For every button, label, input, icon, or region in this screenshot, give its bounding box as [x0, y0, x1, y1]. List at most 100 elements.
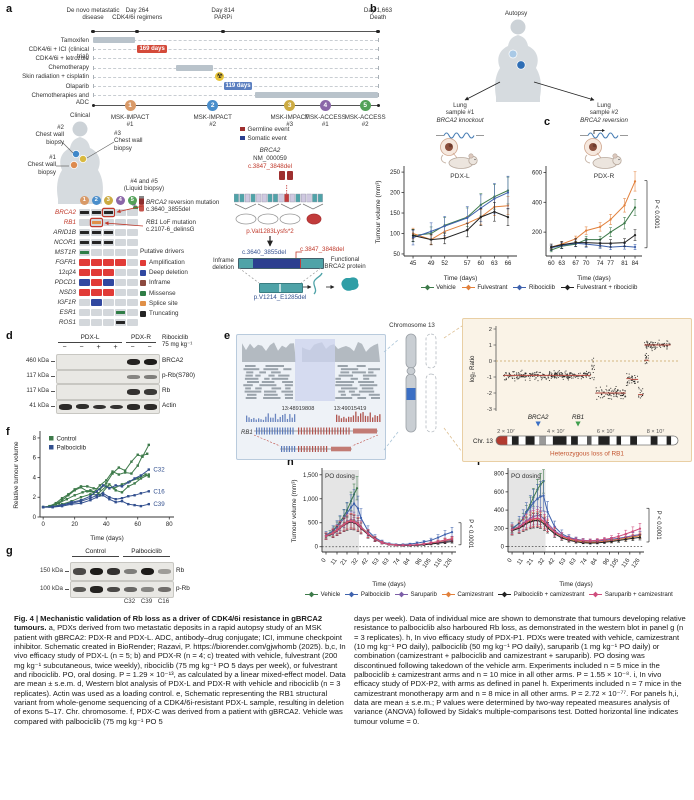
oncoprint: 1 2 3 4 5 BRCA2 RB1 ARID1B NCOR1 MST1R FGFR1 12q24 P…	[26, 196, 236, 336]
lane-dose-sign: +	[96, 344, 101, 351]
legend-item: Fulvestrant + ribociclib	[561, 284, 637, 291]
oncoprint-cell	[91, 219, 102, 226]
x-axis-label: Time (days)	[90, 535, 124, 542]
oncoprint-cell	[115, 289, 126, 296]
breakpoint-coordinate-1: 13:48919808	[282, 406, 315, 412]
caption-left-text: a, PDXs derived from two metastatic depo…	[14, 623, 346, 726]
annotation-gene: BRCA2	[146, 199, 167, 206]
kda-label: 117 kDa	[26, 372, 49, 379]
y-tick-label: 0	[501, 545, 505, 551]
oncoprint-cell	[79, 259, 90, 266]
chart-pdx-p2: PO dosing 0 200 400 600 800 0 11 21 32 42 53 63 74 84 9…	[480, 462, 662, 588]
chromosome13-label: Chromosome 13	[389, 322, 435, 329]
x-tick-label: 0	[41, 522, 45, 528]
x-tick-label: 74	[580, 557, 589, 566]
x-tick-label: 60	[548, 261, 555, 267]
timeline-milestone-dot	[91, 29, 95, 34]
blot-drug-label: Ribociclib 75 mg kg⁻¹	[162, 334, 193, 349]
oncoprint-gene-label: NCOR1	[53, 239, 76, 246]
oncoprint-cell	[115, 279, 126, 286]
x-tick-label: 63	[558, 261, 565, 267]
gel-strip	[56, 354, 160, 370]
duration-badge: 169 days	[137, 45, 168, 54]
x-tick-label: 70	[583, 261, 590, 267]
x-tick-label: 20	[71, 522, 78, 528]
series-fulvestrant-ribociclib	[411, 202, 510, 246]
brca2-annotation: BRCA2 reversion mutation c.3640_3855del	[146, 199, 219, 214]
protein-band	[124, 568, 137, 575]
y-tick-label: 6	[33, 456, 37, 462]
x-tick-label: 66	[505, 261, 512, 267]
biopsy-label-1: #1 Chest wall biopsy	[27, 154, 56, 176]
oncoprint-cell	[127, 209, 138, 216]
variant-transcript: NM_000059	[253, 155, 287, 162]
panel-label-f: f	[6, 426, 10, 438]
oncoprint-cell	[103, 309, 114, 316]
oncoprint-gene-label: IGF1R	[57, 299, 76, 306]
oncoprint-cell	[91, 259, 102, 266]
oncoprint-cell	[91, 299, 102, 306]
svg-text:6 × 10⁷: 6 × 10⁷	[597, 428, 615, 435]
gel-strip	[70, 581, 174, 598]
oncoprint-cell	[91, 209, 102, 216]
panel-label-b: b	[370, 3, 377, 15]
series-saruparib-camizestrant	[324, 513, 454, 547]
y-tick-label: 1,000	[303, 497, 319, 503]
radiation-icon: ☢	[215, 72, 225, 82]
treatment-bar	[93, 37, 136, 43]
protein-band	[90, 567, 103, 576]
protein-band	[144, 358, 157, 366]
legend-item: Saruparib + camizestrant	[589, 591, 673, 598]
x-tick-label: 53	[559, 557, 568, 566]
oncoprint-cell	[103, 279, 114, 286]
chart-pdx-p1: PO dosing 0 500 1,000 1,500 0 11 21 32 42 53 63 74 84…	[290, 462, 474, 588]
wgs-read-view: 13:48919808 13:49015419 RB1	[236, 334, 386, 460]
protein-band	[93, 404, 106, 410]
series-control-1	[41, 443, 150, 509]
gel-strip	[56, 384, 160, 400]
y-tick-label: 150	[390, 211, 401, 217]
putative-drivers-legend: Amplification Deep deletion Inframe Missens…	[140, 250, 210, 330]
x-tick-label: 96	[602, 557, 611, 566]
protein-band	[90, 586, 103, 593]
biopsy-label-2: #2 Chest wall biopsy	[35, 124, 64, 146]
protein-band	[127, 358, 140, 365]
y-tick-label: 200	[494, 526, 505, 532]
lane-dose-sign: +	[113, 344, 118, 351]
panel-label-h: h	[287, 456, 294, 468]
p-value-label: P < 0.0001	[653, 200, 659, 230]
inset-legend-label: Palbociclib	[57, 445, 87, 452]
y-axis-label: Tumour volume (mm³)	[291, 480, 298, 543]
series-fulvestrant-ribociclib	[549, 229, 637, 251]
oncoprint-cell	[79, 289, 90, 296]
caption-right-column: days per week). Data of individual mice …	[354, 614, 686, 726]
brca2-protein-blob	[341, 277, 359, 291]
oncoprint-sample-circle: 2	[91, 196, 101, 205]
protein-label: p-Rb	[176, 584, 190, 592]
series-fulvestrant	[549, 171, 637, 250]
protein-band	[127, 389, 140, 395]
protein-label: p-Rb(S780)	[162, 372, 196, 379]
oncoprint-cell	[127, 259, 138, 266]
treatment-timeline: De novo metastatic disease Day 264 CDK4/6…	[18, 6, 394, 128]
x-tick-label: 21	[340, 557, 349, 566]
sample-label: MSK-IMPACT #1	[110, 114, 150, 129]
protein-band	[124, 586, 137, 593]
x-tick-label: 63	[382, 557, 391, 566]
y-tick-label: 800	[494, 472, 505, 478]
oncoprint-sample-circle: 5	[127, 196, 137, 205]
protein-band	[107, 586, 120, 593]
panel-label-g: g	[6, 545, 13, 557]
sample-circle: 1	[124, 99, 136, 111]
y-tick-label: 600	[494, 490, 505, 496]
oncoprint-cell	[115, 209, 126, 216]
oncoprint-cell	[103, 289, 114, 296]
y-tick-label: 2	[33, 495, 37, 501]
y-tick-label: 0	[315, 545, 319, 551]
mrna-squiggle	[313, 272, 323, 295]
timeline-row-track	[93, 76, 378, 78]
brca2-knockout-label: BRCA2 knockout	[436, 117, 484, 124]
blot-group-label: Palbociclib	[131, 548, 162, 555]
protein-band	[110, 404, 123, 410]
y-tick-label: 200	[390, 191, 401, 197]
